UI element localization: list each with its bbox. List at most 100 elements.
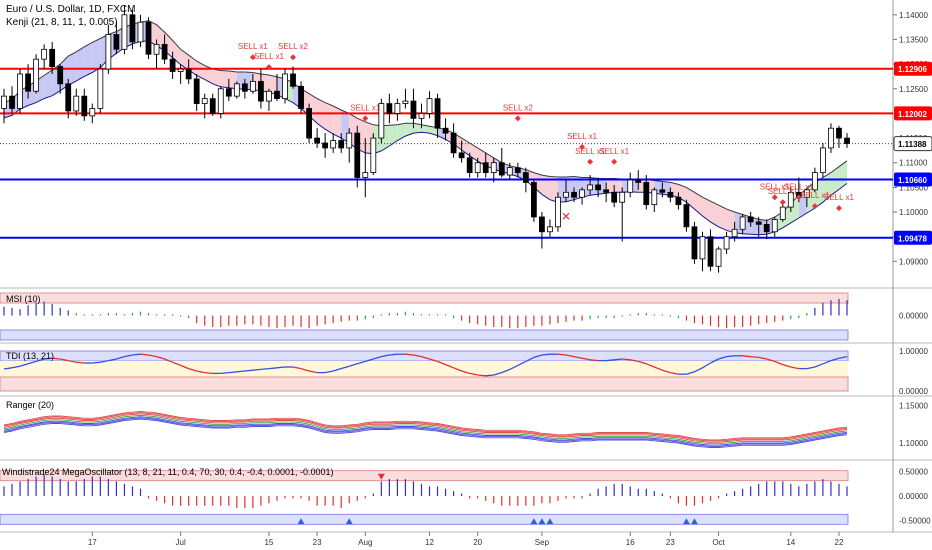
level-price-label: 1.10660 — [898, 176, 927, 185]
mega-down-triangle — [377, 473, 385, 480]
kenji-cloud-segment — [541, 175, 550, 200]
price-tick-label: 1.10000 — [899, 208, 928, 217]
tdi-line-segment — [92, 361, 101, 364]
candle-body — [137, 21, 144, 43]
candle-body — [579, 189, 585, 198]
tdi-line-segment — [606, 359, 615, 362]
price-tick-label: 1.11000 — [899, 159, 928, 168]
candle-body — [89, 108, 96, 117]
tdi-line-segment — [590, 359, 599, 362]
candle-body — [522, 172, 529, 183]
tdi-line-segment — [116, 355, 125, 360]
candle-body — [611, 191, 618, 203]
tdi-line-segment — [292, 366, 302, 370]
kenji-cloud-segment — [220, 70, 229, 88]
sell-annotation: SELL x2 — [503, 103, 533, 112]
mega-upper-band — [0, 470, 849, 482]
candle-body — [145, 21, 152, 55]
sell-marker-diamond — [265, 64, 272, 71]
kenji-upper-line — [3, 20, 848, 221]
candle-body — [258, 80, 264, 102]
candle-body — [129, 14, 136, 43]
candle-body — [418, 113, 425, 119]
ranger-tick-label: 1.15000 — [899, 402, 928, 411]
tdi-line-segment — [573, 355, 583, 359]
candle-body — [691, 226, 698, 260]
sell-annotation: SELL x1 — [824, 193, 854, 202]
tdi-line-segment — [164, 358, 173, 363]
candle-body — [225, 88, 232, 97]
tdi-line-segment — [349, 363, 358, 367]
tdi-line-segment — [758, 356, 767, 360]
tdi-line-segment — [220, 371, 229, 375]
tdi-line-segment — [35, 358, 45, 363]
tdi-line-segment — [11, 365, 21, 369]
tdi-line-segment — [140, 353, 149, 356]
kenji-cloud-segment — [710, 201, 719, 227]
candle-body — [338, 140, 345, 149]
tdi-line-segment — [429, 358, 438, 363]
level-price-label: 1.12906 — [898, 65, 927, 74]
candle-body — [603, 189, 610, 193]
time-tick-label: 23 — [666, 538, 675, 547]
time-tick-label: Jul — [176, 538, 186, 547]
candle-body — [482, 162, 489, 173]
tdi-line-segment — [108, 358, 117, 362]
tdi-line-segment — [565, 354, 575, 358]
candle-body — [506, 167, 513, 176]
sell-annotation: SELL x1 — [800, 191, 830, 200]
time-tick-label: Sep — [535, 538, 550, 547]
candle-body — [763, 223, 770, 233]
candle-body — [330, 140, 337, 149]
tdi-line-segment — [469, 372, 478, 376]
candle-body — [498, 162, 505, 176]
tdi-line-segment — [60, 358, 69, 362]
kenji-cloud-segment — [397, 123, 406, 141]
candle-body — [619, 191, 626, 203]
ranger-band-line — [3, 411, 848, 441]
candle-body — [643, 182, 650, 206]
candle-body — [49, 48, 56, 67]
kenji-cloud-segment — [477, 147, 486, 166]
candle-body — [675, 196, 682, 206]
sell-marker-diamond — [771, 194, 778, 201]
tdi-line-segment — [533, 354, 543, 359]
tdi-line-segment — [557, 353, 567, 356]
tdi-line-segment — [365, 358, 374, 363]
tdi-line-segment — [27, 360, 37, 365]
cross-marker — [562, 212, 570, 220]
candle-body — [97, 68, 104, 109]
sell-annotation: SELL x1 — [350, 103, 380, 112]
level-price-tag — [894, 230, 932, 245]
tdi-line-segment — [100, 359, 109, 363]
candle-body — [217, 88, 224, 114]
candle-body — [113, 34, 120, 50]
tdi-line-segment — [44, 357, 53, 360]
kenji-cloud-segment — [172, 40, 181, 65]
candle-body — [707, 236, 714, 267]
tdi-line-segment — [421, 355, 430, 360]
tdi-line-segment — [405, 353, 414, 356]
tdi-line-segment — [838, 355, 848, 359]
sell-marker-diamond — [362, 115, 369, 122]
kenji-cloud-segment — [76, 46, 85, 81]
tdi-line-segment — [148, 354, 157, 358]
kenji-cloud-segment — [614, 178, 623, 193]
tdi-line-segment — [381, 354, 390, 358]
candle-body — [362, 172, 369, 178]
sell-annotation: SELL x2 — [278, 42, 308, 51]
kenji-cloud-segment — [204, 65, 213, 84]
sell-marker-diamond — [611, 158, 618, 165]
candle-body — [715, 248, 722, 267]
candle-body — [73, 95, 80, 112]
kenji-cloud-segment — [830, 166, 839, 196]
tdi-line-segment — [670, 371, 679, 375]
kenji-lower-line — [3, 40, 848, 236]
mega-tick-label: -0.50000 — [899, 516, 931, 525]
time-tick-label: 12 — [425, 538, 434, 547]
price-tick-label: 1.10500 — [899, 183, 928, 192]
candle-body — [731, 228, 738, 238]
time-tick-label: 23 — [313, 538, 322, 547]
candle-body — [322, 142, 329, 149]
